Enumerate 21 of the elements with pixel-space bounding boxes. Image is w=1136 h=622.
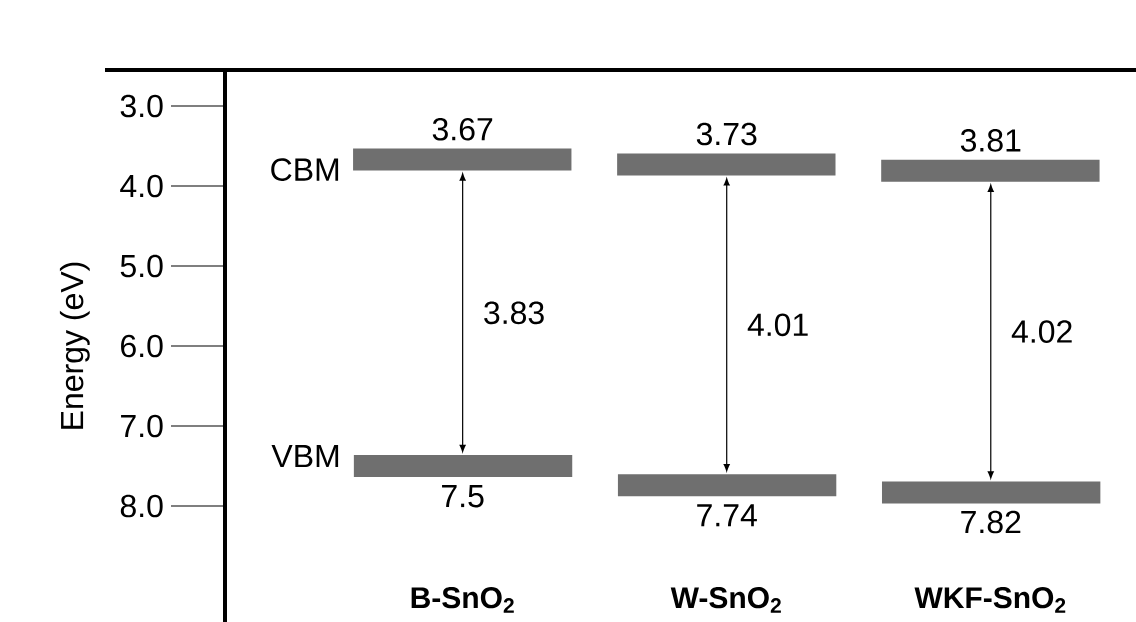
y-tick-label: 8.0 <box>120 494 163 518</box>
y-tick-label: 6.0 <box>121 334 163 358</box>
annotation: 7.5 <box>442 485 484 508</box>
data-label: 4.02 <box>1011 320 1072 343</box>
y-tick-label: 5.0 <box>120 254 163 278</box>
y-tick-label: 4.0 <box>120 174 163 198</box>
y-tick-label: 3.0 <box>120 94 163 118</box>
y-tick-label: 7.0 <box>121 414 163 438</box>
annotation: 3.81 <box>960 129 1021 152</box>
annotation: VBM <box>271 445 339 468</box>
annotation: 3.67 <box>432 117 493 141</box>
y-axis-title: Energy (eV) <box>59 262 90 429</box>
x-tick-label: W-SnO$_{2}$ <box>670 587 781 613</box>
x-tick-label: WKF-SnO$_{2}$ <box>914 587 1066 613</box>
annotation: 3.73 <box>696 122 757 146</box>
data-label: 4.01 <box>747 313 808 337</box>
data-label: 3.83 <box>484 301 544 325</box>
annotation: 7.74 <box>697 504 757 527</box>
x-tick-label: B-SnO$_{2}$ <box>411 587 514 613</box>
annotation: 7.82 <box>961 510 1021 534</box>
annotation: CBM <box>271 158 339 181</box>
